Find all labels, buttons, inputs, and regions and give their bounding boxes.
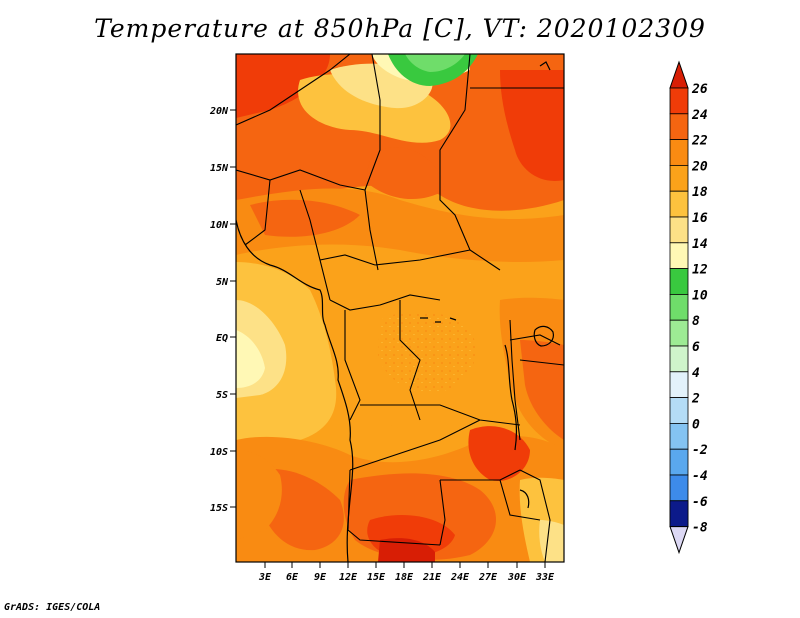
- colorbar-label: 22: [691, 134, 708, 149]
- colorbar-label: 2: [691, 392, 700, 407]
- lon-tick-label: 3E: [258, 572, 272, 583]
- colorbar-swatch: [669, 345, 689, 373]
- colorbar-label: -2: [692, 443, 708, 458]
- lon-tick-label: 15E: [367, 572, 386, 583]
- lon-tick-label: 30E: [507, 572, 527, 583]
- colorbar-swatch: [669, 87, 689, 115]
- colorbar-swatch: [669, 113, 689, 141]
- lon-tick-label: 27E: [478, 572, 498, 583]
- colorbar-swatch: [669, 216, 689, 244]
- colorbar-label: 8: [692, 314, 700, 329]
- colorbar-swatch: [669, 139, 689, 166]
- lon-tick-label: 18E: [395, 572, 414, 583]
- colorbar-label: -4: [692, 469, 708, 484]
- colorbar-label: 12: [692, 263, 708, 278]
- lon-tick-label: 21E: [422, 572, 442, 583]
- temperature-field: [236, 54, 564, 562]
- lat-tick-label: 15S: [210, 503, 228, 514]
- colorbar-swatch: [669, 397, 689, 424]
- colorbar-swatch: [669, 319, 689, 347]
- footer-credit: GrADS: IGES/COLA: [4, 602, 101, 613]
- colorbar-label: -8: [692, 521, 708, 536]
- lon-tick-label: 33E: [535, 572, 555, 583]
- lon-tick-label: 12E: [339, 572, 358, 583]
- lon-tick-label: 6E: [286, 572, 299, 583]
- colorbar-bottom-arrow: [669, 526, 689, 555]
- colorbar-label: 0: [692, 417, 700, 432]
- lat-axis: 20N 15N 10N 5N EQ 5S 10S 15S: [209, 106, 236, 514]
- colorbar-label: -6: [692, 495, 708, 510]
- colorbar-swatch: [669, 293, 689, 321]
- coastline: [236, 61, 554, 562]
- colorbar-swatch: [669, 422, 689, 450]
- map-frame: [235, 53, 565, 563]
- colorbar-swatch: [669, 474, 689, 502]
- colorbar-label: 24: [691, 108, 708, 123]
- lon-tick-label: 24E: [450, 572, 470, 583]
- colorbar-swatch: [669, 268, 689, 295]
- lon-axis: 3E 6E 9E 12E 15E 18E 21E 24E 27E 30E 33E: [258, 562, 555, 583]
- lat-tick-label: 10S: [210, 447, 228, 458]
- lat-tick-label: EQ: [216, 333, 228, 344]
- lat-tick-label: 5S: [216, 390, 228, 401]
- colorbar-swatch: [669, 242, 689, 270]
- colorbar-top-arrow: [669, 60, 689, 89]
- colorbar-label: 14: [692, 237, 708, 252]
- lat-tick-label: 10N: [210, 220, 229, 231]
- colorbar-swatch: [669, 500, 689, 527]
- lat-tick-label: 15N: [210, 163, 229, 174]
- colorbar-label: 16: [692, 211, 708, 226]
- colorbar-label: 26: [691, 82, 708, 97]
- colorbar-label: 18: [692, 185, 708, 200]
- colorbar-swatch: [669, 190, 689, 218]
- lat-tick-label: 5N: [216, 277, 229, 288]
- country-borders: [236, 54, 564, 562]
- colorbar-label: 4: [692, 366, 700, 381]
- map-title: Temperature at 850hPa [C], VT: 202010230…: [94, 14, 706, 43]
- colorbar-label: 20: [691, 159, 708, 174]
- colorbar-swatch: [669, 371, 689, 398]
- colorbar-label: 10: [692, 288, 708, 303]
- colorbar-swatch: [669, 164, 689, 192]
- colorbar-swatch: [669, 448, 689, 476]
- colorbar-label: 6: [692, 340, 700, 355]
- lon-tick-label: 9E: [314, 572, 327, 583]
- lat-tick-label: 20N: [209, 106, 229, 117]
